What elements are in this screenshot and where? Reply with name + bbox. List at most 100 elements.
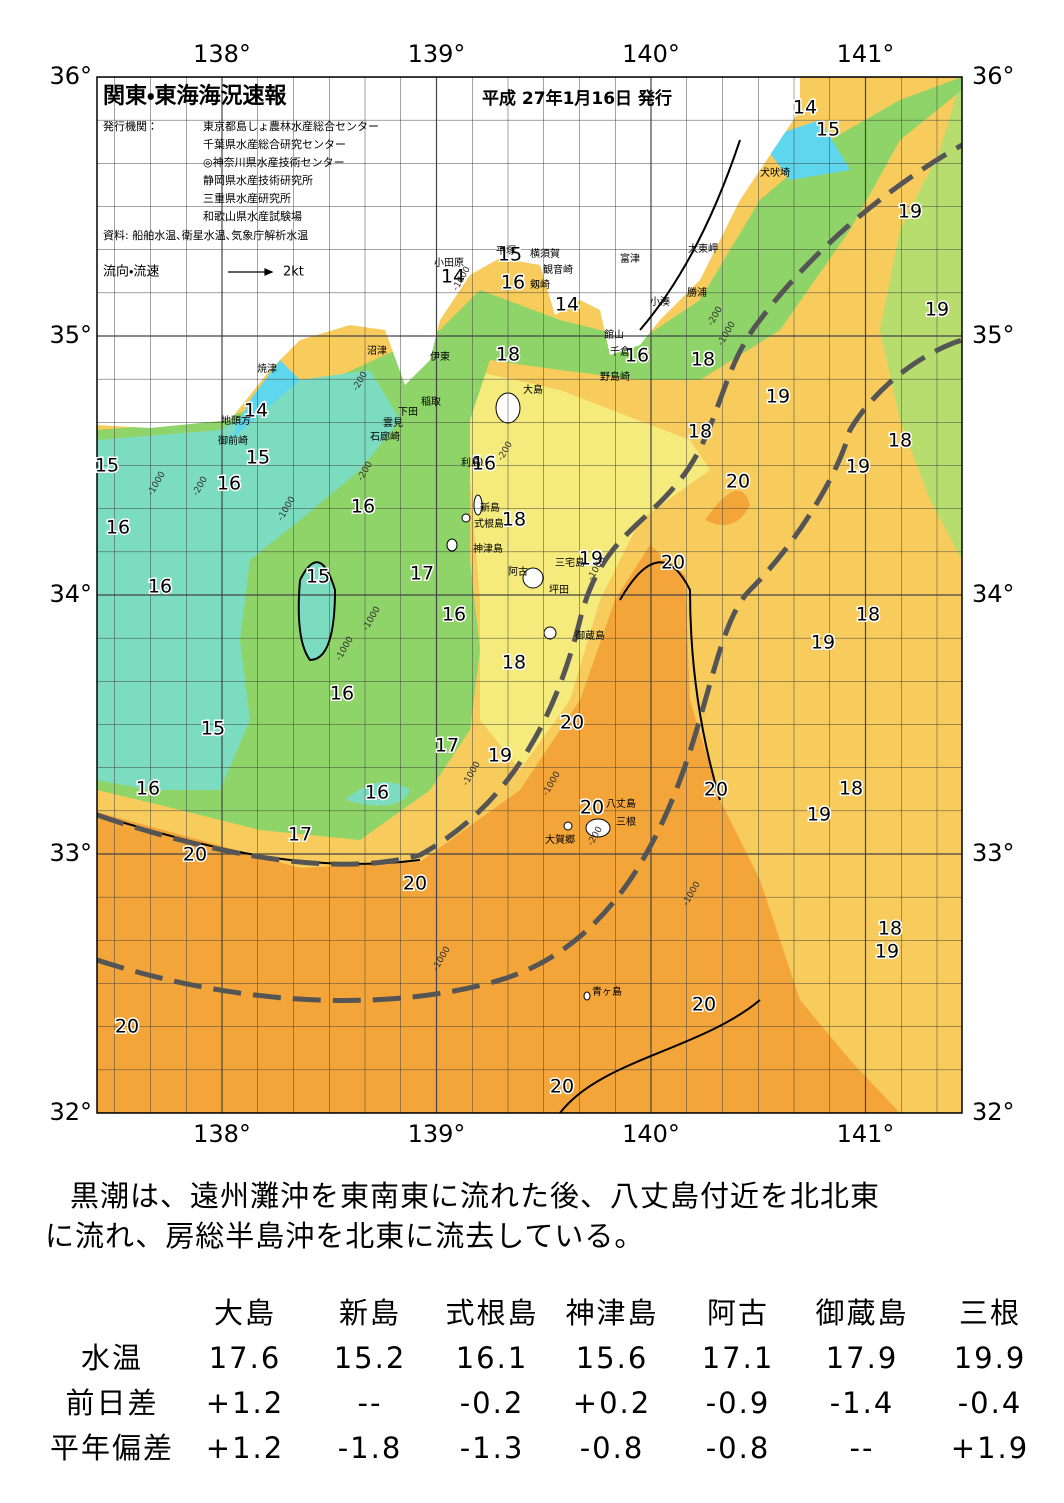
latitude-label: 36°	[49, 62, 92, 90]
flow-label: 流向・流速	[103, 264, 159, 280]
issuer: 千葉県水産総合研究センター	[203, 137, 346, 151]
sea-warm-eddy	[705, 490, 750, 525]
isotherm-label: 16	[136, 778, 160, 800]
isotherm-label: 19	[846, 456, 870, 478]
map-frame	[96, 76, 963, 1114]
map-fill	[97, 77, 962, 1113]
place-name: 御前崎	[218, 434, 248, 447]
table-cell: -0.8	[706, 1431, 771, 1465]
isotherm-label: 15	[306, 566, 330, 588]
isotherm-label: 20	[560, 712, 584, 734]
graticule	[97, 77, 962, 1113]
place-name: 野島崎	[600, 370, 630, 383]
isotherm-label: 16	[106, 517, 130, 539]
isotherm-label: 16	[625, 345, 649, 367]
isotherm-label: 16	[472, 453, 496, 475]
islands	[446, 392, 611, 1001]
table-header: 式根島	[445, 1296, 538, 1330]
sea-kuroshio	[97, 545, 900, 1113]
place-name: 伊東	[430, 350, 450, 363]
table-cell: -1.4	[830, 1386, 895, 1420]
table-cell: -0.9	[706, 1386, 771, 1420]
place-name: 三宅島	[555, 556, 585, 569]
place-name: 横須賀	[530, 247, 560, 260]
isotherm-label: 14	[441, 266, 465, 288]
issuer-label: 発行機関：	[103, 119, 158, 133]
summary-line: に流れ、房総半島沖を北東に流去している。	[45, 1219, 644, 1253]
isotherm-label: 19	[898, 201, 922, 223]
place-name: 千倉	[610, 346, 630, 358]
longitude-label: 138°	[193, 1120, 251, 1148]
longitude-label: 140°	[622, 1120, 680, 1148]
table-cell: 17.1	[702, 1341, 775, 1375]
sea-cool-eddies	[200, 562, 410, 806]
latitude-label: 32°	[49, 1098, 92, 1126]
isotherm-label: 15	[95, 455, 119, 477]
isotherm-label: 16	[351, 496, 375, 518]
sea-east-green	[880, 77, 962, 560]
isotherm-label: 16	[442, 604, 466, 626]
place-name: 小湊	[650, 295, 670, 308]
place-name: 大島	[523, 383, 543, 396]
table-header: 御蔵島	[815, 1296, 908, 1330]
longitude-label: 139°	[408, 1120, 466, 1148]
longitude-label: 141°	[837, 40, 895, 68]
issuer: 静岡県水産技術研究所	[203, 173, 313, 187]
table-header: 三根	[959, 1296, 1021, 1330]
place-name: 神津島	[473, 542, 503, 555]
place-name: 沼津	[367, 344, 387, 357]
flow-scale-arrow	[228, 268, 274, 276]
table-header: 阿古	[707, 1296, 769, 1330]
sea-yellow	[470, 370, 710, 770]
isotherm-label: 14	[793, 97, 817, 119]
place-name: 富津	[620, 252, 640, 265]
row-label: 水温	[81, 1341, 143, 1375]
isotherm-label: 15	[201, 718, 225, 740]
latitude-label: 34°	[49, 580, 92, 608]
isotherm-label: 19	[488, 745, 512, 767]
longitude-label: 139°	[408, 40, 466, 68]
table-header: 神津島	[565, 1296, 658, 1330]
flow-scale: 2kt	[283, 265, 304, 280]
place-name: 下田	[398, 407, 418, 418]
isotherm-label: 17	[288, 824, 312, 846]
issuer: 東京都島しょ農林水産総合センター	[203, 119, 379, 133]
table-cell: --	[358, 1386, 383, 1420]
table-cell: +1.2	[206, 1386, 284, 1420]
map-title: 関東・東海海況速報	[103, 83, 287, 109]
isotherm-label: 19	[807, 804, 831, 826]
table-cell: 15.6	[576, 1341, 649, 1375]
isotherm-label: 16	[148, 576, 172, 598]
place-name: 焼津	[257, 363, 277, 375]
place-name: 坪田	[549, 583, 569, 596]
table-header: 新島	[339, 1296, 401, 1330]
isotherm-label: 20	[115, 1016, 139, 1038]
isotherm-label: 15	[498, 244, 522, 266]
table-cell: 17.6	[209, 1341, 282, 1375]
isotherm-label: 18	[691, 349, 715, 371]
kuroshio-axis	[97, 142, 962, 1003]
place-name: 八丈島	[606, 797, 636, 810]
isotherm-label: 18	[878, 918, 902, 940]
table-cell: +1.2	[206, 1431, 284, 1465]
latitude-label: 33°	[49, 839, 92, 867]
isotherm-label: 14	[244, 400, 268, 422]
isotherm-label: 19	[579, 548, 603, 570]
place-name: 利島	[461, 456, 481, 469]
isotherm-label: 18	[856, 604, 880, 626]
place-name: 地頭方	[221, 414, 251, 427]
place-name: 式根島	[474, 517, 504, 530]
table-cell: --	[850, 1431, 875, 1465]
issue-date: 平成 27年1月16日 発行	[482, 88, 672, 109]
place-name: 稲取	[421, 396, 441, 408]
isotherm-label: 17	[435, 735, 459, 757]
longitude-label: 140°	[622, 40, 680, 68]
issuer: ◎神奈川県水産技術センター	[203, 155, 345, 169]
table-cell: -1.8	[338, 1431, 403, 1465]
longitude-label: 138°	[193, 40, 251, 68]
table-cell: +0.2	[573, 1386, 651, 1420]
latitude-label: 35°	[49, 321, 92, 349]
